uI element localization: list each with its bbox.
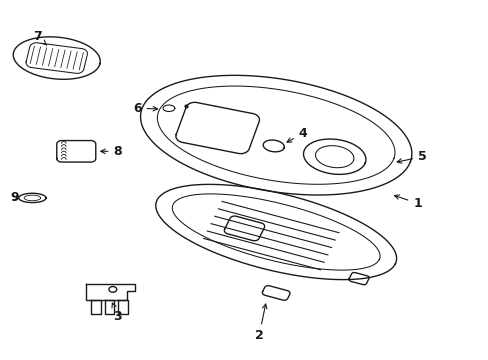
Text: 9: 9 [10, 192, 19, 204]
Text: 5: 5 [396, 150, 426, 163]
Text: 6: 6 [133, 102, 157, 115]
Text: 7: 7 [33, 30, 46, 45]
Text: 1: 1 [394, 195, 421, 210]
Text: 4: 4 [286, 127, 307, 142]
Text: 2: 2 [254, 304, 266, 342]
Text: 3: 3 [112, 303, 122, 323]
Text: 8: 8 [101, 145, 122, 158]
